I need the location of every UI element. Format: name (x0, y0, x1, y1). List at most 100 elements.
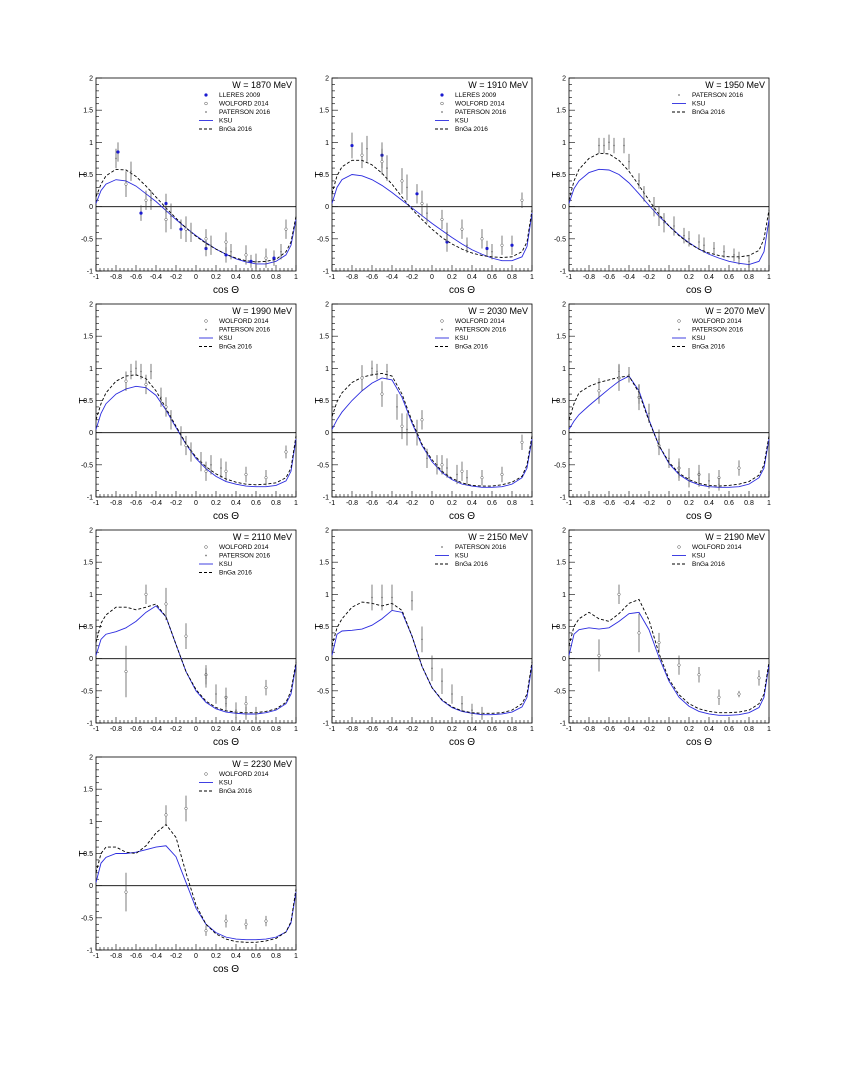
x-tick-label: 1 (294, 953, 298, 960)
data-point-wolford-2014 (420, 418, 424, 422)
y-tick-label: 0 (325, 656, 329, 663)
data-point-paterson-2016 (426, 212, 428, 215)
y-tick-label: 0.5 (319, 624, 329, 631)
x-tick-label: 0 (430, 500, 434, 507)
y-tick-label: 1.5 (319, 334, 329, 341)
x-tick-label: 0.6 (724, 274, 734, 281)
data-point-paterson-2016 (421, 638, 423, 641)
x-tick-label: 0 (667, 500, 671, 507)
y-tick-label: 0.5 (83, 398, 93, 405)
x-axis-label: cos Θ (213, 964, 239, 975)
y-tick-label: -0.5 (554, 688, 566, 695)
x-tick-label: 0.2 (684, 274, 694, 281)
panel-title: W = 2030 MeV (468, 306, 528, 316)
y-tick-label: 0 (562, 204, 566, 211)
legend-swatch (441, 328, 443, 331)
x-tick-label: -1 (93, 953, 99, 960)
x-tick-label: 0.8 (744, 726, 754, 733)
data-point-paterson-2016 (205, 677, 207, 679)
x-tick-label: 1 (294, 500, 298, 507)
x-axis-label: cos Θ (686, 511, 712, 522)
legend-entry: BnGa 2016 (219, 126, 252, 133)
data-point-paterson-2016 (678, 470, 680, 473)
x-axis-label: cos Θ (213, 737, 239, 748)
x-tick-label: 1 (767, 500, 771, 507)
y-tick-label: 1.5 (319, 560, 329, 567)
legend-entry: KSU (692, 335, 706, 342)
data-point-paterson-2016 (210, 244, 212, 247)
x-tick-label: -1 (329, 274, 335, 281)
data-point-wolford-2014 (184, 806, 188, 811)
x-tick-label: -0.8 (346, 274, 358, 281)
data-point-paterson-2016 (386, 370, 388, 373)
x-tick-label: 0.8 (507, 274, 517, 281)
legend-entry: WOLFORD 2014 (219, 318, 269, 325)
x-tick-label: -0.4 (150, 726, 162, 733)
legend-entry: BnGa 2016 (455, 344, 488, 351)
x-tick-label: 0.4 (231, 274, 241, 281)
data-point-wolford-2014 (264, 919, 268, 923)
data-point-lleres-2009 (510, 243, 514, 247)
y-axis-label: T (314, 623, 325, 629)
y-tick-label: 0.5 (319, 172, 329, 179)
x-tick-label: -0.2 (406, 500, 418, 507)
x-tick-label: 0 (667, 274, 671, 281)
data-point-paterson-2016 (623, 144, 625, 147)
y-tick-label: 0.5 (83, 851, 93, 858)
data-point-wolford-2014 (637, 631, 641, 635)
x-tick-label: 0.4 (704, 500, 714, 507)
x-tick-label: 0.8 (271, 500, 281, 507)
data-point-paterson-2016 (431, 667, 433, 670)
y-axis-label: T (314, 397, 325, 403)
x-tick-label: -0.2 (170, 500, 182, 507)
data-point-wolford-2014 (264, 256, 268, 260)
data-point-paterson-2016 (170, 418, 172, 421)
x-tick-label: 0.2 (447, 726, 457, 733)
x-tick-label: 0 (430, 274, 434, 281)
data-point-wolford-2014 (697, 673, 701, 677)
data-point-wolford-2014 (124, 890, 128, 894)
y-tick-label: 1.5 (83, 334, 93, 341)
x-tick-label: -0.6 (603, 500, 615, 507)
legend-entry: WOLFORD 2014 (219, 544, 269, 551)
y-tick-label: 0.5 (83, 172, 93, 179)
data-point-paterson-2016 (648, 412, 650, 415)
legend-entry: KSU (219, 561, 233, 568)
data-point-wolford-2014 (204, 237, 208, 241)
x-tick-label: -0.6 (130, 953, 142, 960)
data-point-wolford-2014 (144, 592, 148, 596)
legend-swatch (205, 328, 207, 331)
x-tick-label: 0 (430, 726, 434, 733)
legend-entry: PATERSON 2016 (692, 92, 743, 99)
data-point-paterson-2016 (210, 463, 212, 466)
legend-entry: PATERSON 2016 (455, 327, 506, 334)
x-tick-label: 0.6 (251, 500, 261, 507)
data-point-paterson-2016 (451, 693, 453, 695)
data-point-wolford-2014 (500, 243, 504, 247)
y-tick-label: -1 (560, 495, 566, 502)
data-point-paterson-2016 (643, 192, 645, 195)
x-tick-label: -0.8 (110, 726, 122, 733)
legend-entry: KSU (692, 101, 706, 108)
x-tick-label: 1 (294, 274, 298, 281)
panel-title: W = 2190 MeV (705, 532, 765, 542)
data-point-paterson-2016 (638, 393, 640, 395)
legend-entry: WOLFORD 2014 (219, 101, 269, 108)
data-point-wolford-2014 (380, 392, 384, 396)
x-axis-label: cos Θ (449, 285, 475, 296)
x-tick-label: 0 (194, 953, 198, 960)
plot-frame (331, 529, 533, 724)
data-point-wolford-2014 (597, 389, 601, 393)
data-point-wolford-2014 (520, 440, 524, 444)
panel-title: W = 1950 MeV (705, 80, 765, 90)
data-point-wolford-2014 (244, 922, 248, 926)
data-point-wolford-2014 (617, 592, 621, 596)
y-tick-label: 1 (325, 140, 329, 147)
curve-bnga-2016 (331, 373, 533, 487)
data-point-paterson-2016 (386, 167, 388, 169)
